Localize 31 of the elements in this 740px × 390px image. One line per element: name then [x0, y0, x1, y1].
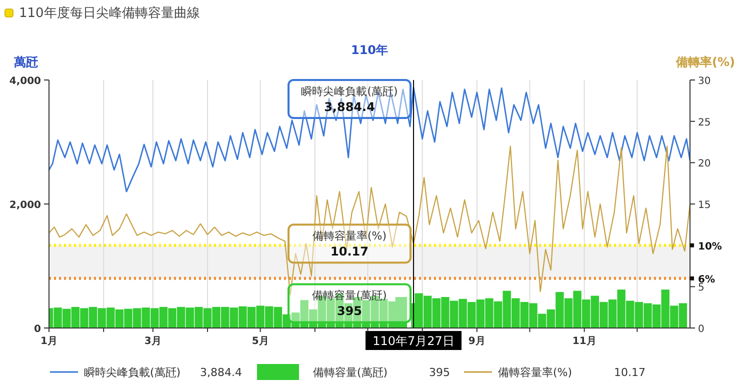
- text: 瞬時尖峰負載(萬瓩): [301, 85, 398, 98]
- y2-tick-label: 20: [698, 158, 711, 170]
- x-tick-label: 5月: [252, 336, 269, 347]
- chart-title: 110年度每日尖峰備轉容量曲線: [19, 5, 200, 21]
- annotation: 3,884.4: [324, 100, 375, 114]
- x-tick-label: 11月: [572, 336, 596, 347]
- x-tick-label: 1月: [40, 336, 58, 347]
- text: 備轉容量率(%): [312, 230, 387, 243]
- y2-tick-label: 15: [698, 200, 711, 211]
- ref-line-label: 10%: [698, 241, 722, 252]
- y-axis-title: 萬瓩: [13, 55, 38, 69]
- legend-label: 備轉容量率(%): [498, 366, 572, 379]
- annotation: 395: [336, 304, 362, 318]
- legend-label: 瞬時尖峰負載(萬瓩): [84, 366, 181, 379]
- x-tick-label: 3月: [144, 336, 162, 347]
- text: 10.17: [614, 366, 646, 379]
- legend-label: 備轉容量(萬瓩): [313, 366, 388, 379]
- y2-tick-label: 5: [698, 282, 704, 294]
- annotation: 10.17: [330, 244, 369, 259]
- y2-tick-label: 30: [698, 76, 711, 87]
- y-tick-label: 4,000: [9, 76, 42, 87]
- y2-tick-label: 0: [698, 324, 704, 335]
- y-tick-label: 0: [34, 324, 42, 335]
- y2-tick-label: 25: [698, 117, 711, 128]
- text: 3,884.4: [200, 366, 242, 379]
- y-tick-label: 2,000: [9, 200, 42, 211]
- y2-axis-title: 備轉率(%): [675, 55, 735, 69]
- text: 395: [429, 366, 450, 379]
- ref-line-label: 110年7月27日: [372, 334, 454, 348]
- x-tick-label: 9月: [468, 336, 486, 347]
- chart-subtitle: 110年: [350, 43, 388, 57]
